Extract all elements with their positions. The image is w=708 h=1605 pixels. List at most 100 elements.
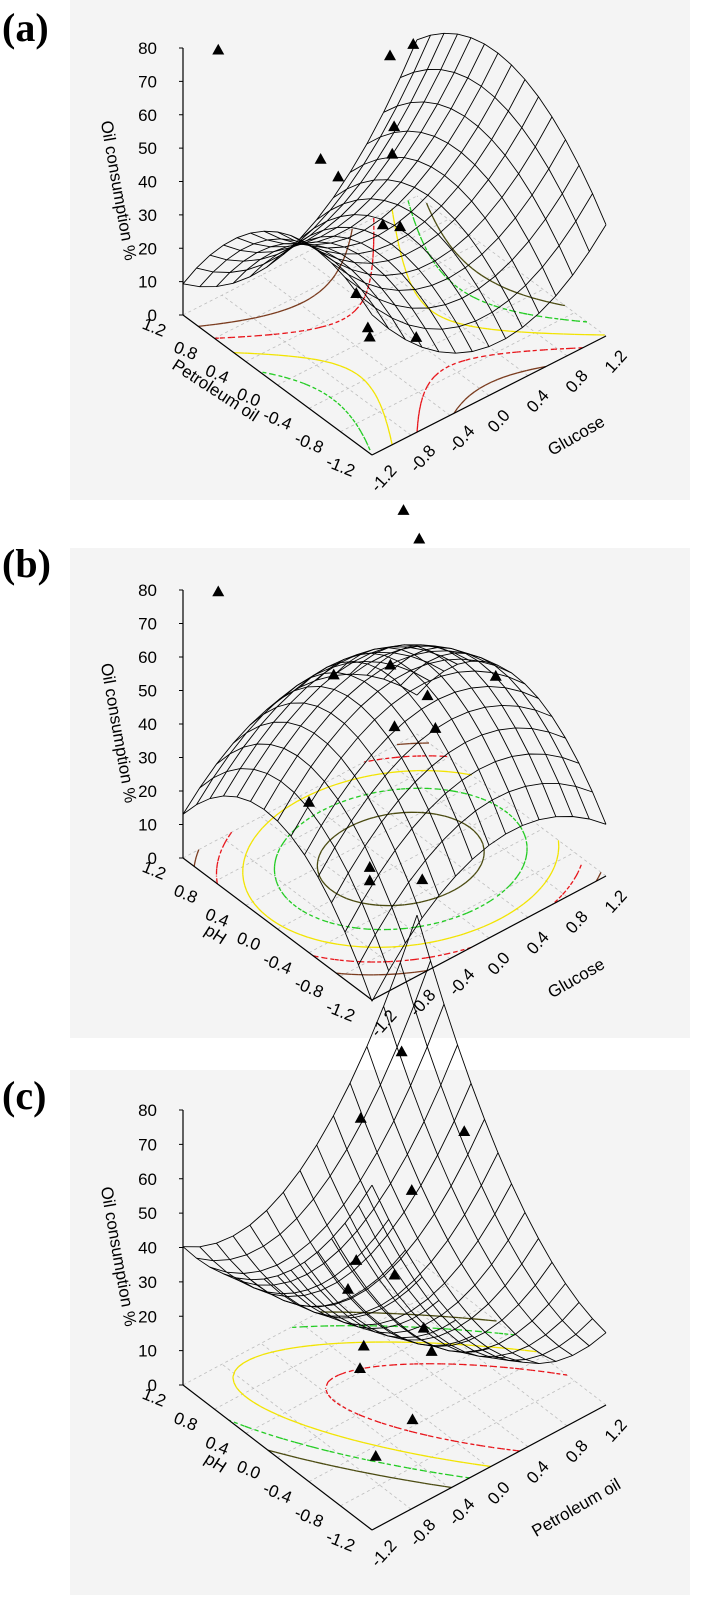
contour-segment (527, 896, 533, 901)
contour-segment (396, 235, 399, 241)
contour-segment (430, 922, 438, 925)
contour-segment (329, 278, 333, 283)
contour-segment (319, 876, 322, 880)
contour-segment (476, 298, 480, 301)
contour-segment (255, 1354, 263, 1358)
y-tick-label: -0.8 (292, 429, 326, 458)
contour-segment (343, 959, 351, 962)
contour-segment (390, 1464, 398, 1467)
z-tick-label: 0 (148, 306, 157, 325)
contour-segment (404, 902, 414, 906)
x-tick-label: -0.8 (406, 1515, 440, 1549)
contour-segment (364, 1471, 368, 1474)
contour-segment (394, 1363, 405, 1366)
contour-segment (473, 830, 479, 836)
contour-segment (540, 315, 550, 319)
contour-segment (390, 960, 400, 963)
contour-segment (482, 855, 485, 859)
floor-gridline (340, 312, 575, 433)
data-point-triangle (363, 861, 376, 872)
contour-segment (544, 877, 550, 884)
contour-segment (465, 878, 471, 884)
z-tick-label: 60 (138, 648, 157, 667)
contour-segment (306, 384, 311, 387)
data-point-triangle (384, 49, 396, 61)
contour-segment (270, 1411, 278, 1416)
contour-segment (344, 314, 351, 319)
contour-segment (466, 793, 473, 797)
contour-segment (471, 267, 478, 273)
z-tick-label: 10 (138, 273, 157, 292)
contour-segment (426, 384, 429, 387)
contour-segment (340, 405, 346, 411)
contour-segment (269, 1350, 278, 1354)
contour-segment (277, 1348, 285, 1352)
contour-segment (283, 1453, 292, 1457)
contour-segment (435, 372, 439, 376)
contour-segment (345, 797, 353, 802)
mesh-line (236, 1083, 472, 1298)
data-point-triangle (212, 43, 225, 55)
contour-segment (480, 862, 483, 865)
contour-segment (300, 934, 308, 938)
contour-segment (549, 872, 553, 876)
contour-segment (536, 886, 542, 893)
data-point-triangle (388, 720, 401, 732)
contour-segment (407, 200, 410, 206)
contour-segment (274, 875, 277, 882)
contour-segment (369, 272, 372, 279)
floor-gridline (182, 733, 418, 859)
contour-segment (468, 1344, 476, 1347)
contour-segment (291, 800, 298, 806)
contour-segment (424, 1482, 432, 1486)
contour-segment (455, 360, 463, 365)
data-point-triangle (388, 1268, 401, 1280)
contour-segment (285, 804, 292, 809)
contour-segment (532, 332, 542, 334)
contour-segment (364, 759, 373, 763)
contour-segment (443, 317, 451, 322)
x-tick-label: 0.4 (523, 386, 553, 416)
contour-segment (225, 838, 228, 842)
contour-segment (442, 273, 446, 277)
contour-segment (444, 275, 450, 281)
contour-segment (253, 1401, 260, 1407)
contour-segment (329, 888, 336, 894)
contour-segment (524, 1349, 534, 1353)
contour-segment (291, 902, 297, 908)
contour-segment (433, 813, 437, 815)
mesh-line (182, 914, 418, 1248)
contour-segment (319, 918, 327, 923)
contour-segment (248, 841, 253, 848)
contour-segment (463, 1363, 474, 1366)
contour-segment (326, 1393, 332, 1399)
contour-segment (429, 787, 439, 790)
y-tick-label: -1.2 (323, 452, 357, 481)
contour-segment (448, 244, 454, 250)
contour-segment (279, 1437, 284, 1440)
contour-segment (324, 1381, 329, 1389)
y-tick-label: -0.4 (260, 950, 294, 979)
y-tick-label: -0.4 (260, 405, 294, 434)
contour-segment (333, 922, 342, 927)
contour-segment (452, 790, 457, 793)
contour-segment (296, 1421, 304, 1426)
contour-segment (283, 894, 288, 900)
mesh-line (316, 198, 507, 339)
contour-segment (384, 418, 387, 422)
contour-segment (407, 1479, 417, 1483)
contour-segment (391, 788, 401, 791)
contour-segment (482, 327, 488, 330)
y-tick-label: -0.8 (292, 973, 326, 1002)
contour-segment (236, 1388, 241, 1392)
panel-letter-c: (c) (2, 1073, 47, 1118)
contour-segment (244, 1425, 249, 1429)
z-axis-label: Oil consumption % (97, 119, 140, 262)
contour-segment (496, 376, 504, 381)
contour-segment (479, 299, 486, 304)
contour-segment (446, 1459, 450, 1461)
contour-segment (398, 972, 407, 975)
contour-segment (345, 1407, 353, 1413)
contour-segment (318, 326, 323, 329)
contour-segment (434, 221, 438, 226)
